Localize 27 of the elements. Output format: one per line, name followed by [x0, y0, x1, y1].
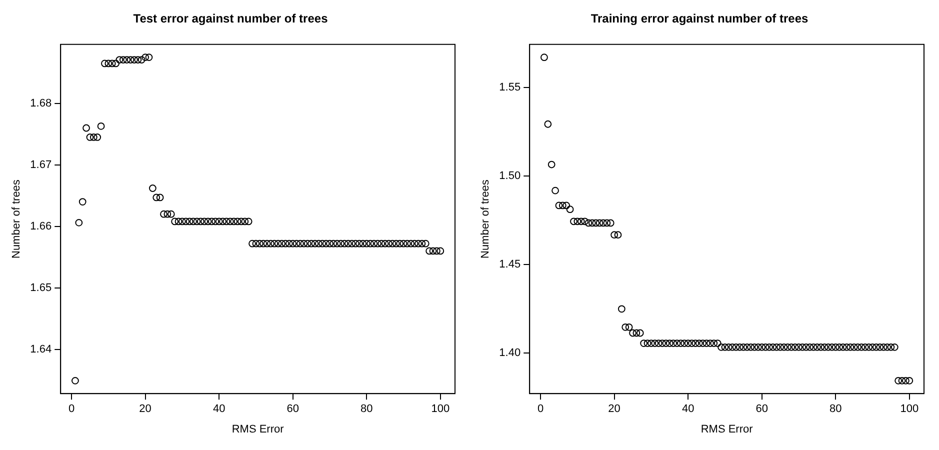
- x-tick-label: 80: [829, 403, 842, 416]
- chart-title: Test error against number of trees: [133, 12, 328, 26]
- y-tick-label: 1.65: [30, 282, 52, 294]
- y-axis-title: Number of trees: [10, 179, 23, 258]
- x-tick-label: 60: [286, 403, 299, 416]
- y-tick-label: 1.67: [30, 158, 52, 171]
- chart-title: Training error against number of trees: [590, 12, 809, 26]
- y-tick-label: 1.55: [499, 81, 521, 94]
- x-tick-label: 40: [682, 403, 694, 416]
- x-tick-label: 20: [608, 403, 620, 416]
- y-axis-title: Number of trees: [480, 179, 492, 258]
- x-tick-label: 100: [431, 403, 450, 416]
- y-tick-label: 1.68: [30, 97, 52, 110]
- x-tick-label: 80: [360, 403, 373, 416]
- x-axis-title: RMS Error: [700, 423, 754, 436]
- x-tick-label: 0: [537, 403, 544, 416]
- x-axis-title: RMS Error: [232, 423, 284, 436]
- x-tick-label: 20: [139, 403, 152, 416]
- y-tick-label: 1.66: [30, 220, 52, 232]
- y-tick-label: 1.64: [30, 343, 52, 356]
- y-tick-label: 1.50: [499, 170, 521, 182]
- x-tick-label: 100: [900, 403, 919, 416]
- x-tick-label: 40: [212, 403, 226, 416]
- y-tick-label: 1.45: [499, 258, 521, 271]
- y-tick-label: 1.40: [499, 347, 521, 360]
- x-tick-label: 60: [756, 403, 768, 416]
- x-tick-label: 0: [68, 403, 75, 416]
